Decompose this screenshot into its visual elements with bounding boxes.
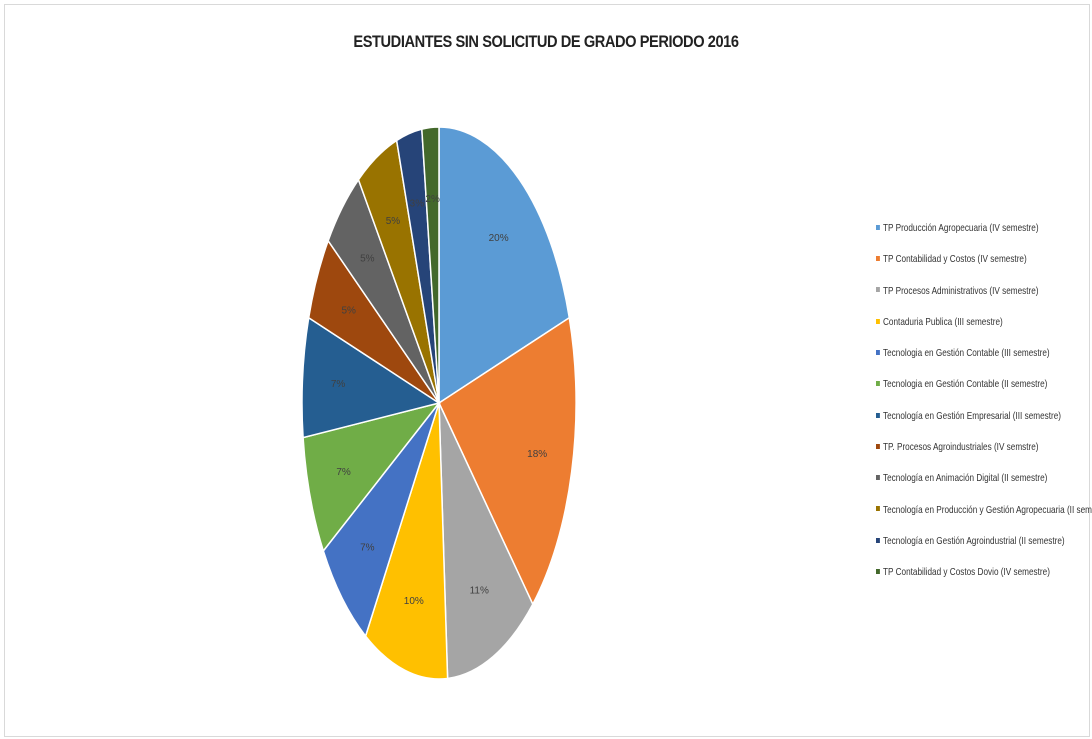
pie-slice [322, 402, 440, 638]
legend-swatch [876, 506, 880, 512]
slice-data-label: 3% [410, 199, 425, 210]
slice-data-label: 11% [470, 585, 489, 596]
pie-slice [438, 126, 571, 405]
slice-data-label: 18% [527, 449, 547, 460]
slice-data-label: 5% [360, 254, 375, 265]
legend-swatch [876, 443, 880, 449]
slice-data-label: 20% [489, 233, 509, 244]
legend-swatch [876, 381, 880, 387]
legend-label: TP Procesos Administrativos (IV semestre… [883, 284, 1039, 297]
slice-data-label: 2% [425, 194, 440, 205]
legend-label: TP. Procesos Agroindustriales (IV semstr… [883, 441, 1039, 454]
legend-swatch [876, 475, 880, 481]
pie-slice [421, 126, 440, 404]
legend-swatch [876, 224, 880, 230]
legend-label: Tecnología en Gestión Empresarial (III s… [883, 409, 1062, 422]
legend-swatch [876, 412, 880, 418]
legend-item: Tecnología en Producción y Gestión Agrop… [876, 504, 1092, 535]
pie-slice [438, 316, 577, 606]
chart-legend: TP Producción Agropecuaria (IV semestre)… [876, 222, 1092, 598]
legend-label: Tecnologia en Gestión Contable (III seme… [883, 347, 1050, 360]
slice-data-label: 7% [336, 467, 351, 478]
pie-slice [302, 401, 441, 553]
legend-item: TP Procesos Administrativos (IV semestre… [876, 285, 1092, 316]
legend-label: Contaduria Publica (III semestre) [883, 315, 1003, 328]
legend-label: TP Producción Agropecuaria (IV semestre) [883, 222, 1039, 234]
legend-swatch [876, 256, 880, 262]
legend-swatch [876, 568, 880, 574]
legend-item: Tecnologia en Gestión Contable (II semes… [876, 378, 1092, 409]
legend-item: TP Producción Agropecuaria (IV semestre) [876, 222, 1092, 253]
pie-slice [301, 316, 441, 439]
slice-data-label: 10% [404, 596, 424, 607]
legend-swatch [876, 349, 880, 355]
legend-item: Tecnología en Animación Digital (II seme… [876, 472, 1092, 503]
legend-swatch [876, 537, 880, 543]
pie-slice [364, 402, 449, 680]
legend-label: Tecnología en Animación Digital (II seme… [883, 472, 1048, 485]
legend-label: TP Contabilidad y Costos (IV semestre) [883, 253, 1027, 266]
legend-item: Tecnología en Gestión Agroindustrial (II… [876, 535, 1092, 566]
legend-label: Tecnología en Producción y Gestión Agrop… [883, 503, 1092, 516]
slice-data-label: 5% [386, 216, 401, 227]
legend-item: Contaduria Publica (III semestre) [876, 316, 1092, 347]
legend-item: TP Contabilidad y Costos (IV semestre) [876, 253, 1092, 284]
slice-data-label: 5% [341, 305, 356, 316]
legend-item: Tecnología en Gestión Empresarial (III s… [876, 410, 1092, 441]
legend-swatch [876, 318, 880, 324]
legend-item: Tecnologia en Gestión Contable (III seme… [876, 347, 1092, 378]
pie-slice [438, 402, 534, 680]
legend-label: Tecnologia en Gestión Contable (II semes… [883, 378, 1048, 391]
slice-data-label: 7% [331, 379, 346, 390]
legend-label: TP Contabilidad y Costos Dovio (IV semes… [883, 566, 1050, 579]
legend-swatch [876, 287, 880, 293]
legend-item: TP Contabilidad y Costos Dovio (IV semes… [876, 566, 1092, 597]
legend-label: Tecnología en Gestión Agroindustrial (II… [883, 534, 1065, 547]
chart-title: ESTUDIANTES SIN SOLICITUD DE GRADO PERIO… [353, 32, 739, 51]
slice-data-label: 7% [360, 542, 375, 553]
legend-item: TP. Procesos Agroindustriales (IV semstr… [876, 441, 1092, 472]
